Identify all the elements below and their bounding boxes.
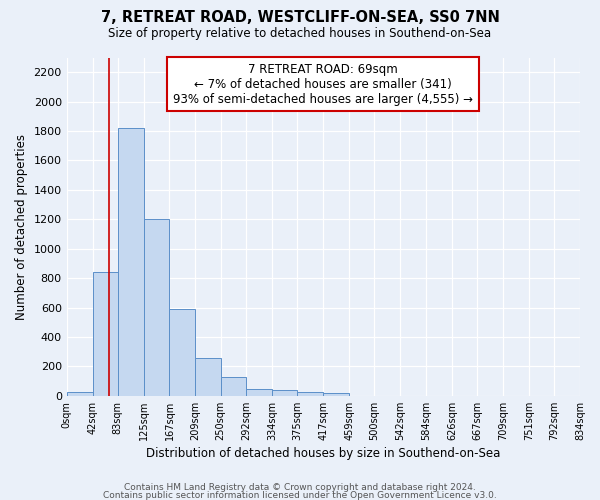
Bar (143, 220, 169, 396)
Bar (118, 128, 143, 396)
Text: Size of property relative to detached houses in Southend-on-Sea: Size of property relative to detached ho… (109, 28, 491, 40)
Text: 7, RETREAT ROAD, WESTCLIFF-ON-SEA, SS0 7NN: 7, RETREAT ROAD, WESTCLIFF-ON-SEA, SS0 7… (101, 10, 499, 25)
Text: 7 RETREAT ROAD: 69sqm
← 7% of detached houses are smaller (341)
93% of semi-deta: 7 RETREAT ROAD: 69sqm ← 7% of detached h… (173, 62, 473, 106)
Bar (196, 358, 221, 396)
Text: Contains HM Land Registry data © Crown copyright and database right 2024.: Contains HM Land Registry data © Crown c… (124, 484, 476, 492)
Bar (323, 393, 349, 396)
Bar (92, 272, 118, 396)
Bar (247, 389, 272, 396)
Y-axis label: Number of detached properties: Number of detached properties (15, 134, 28, 320)
Bar (67, 392, 92, 396)
Bar (221, 376, 247, 396)
Bar (298, 392, 323, 396)
Bar (272, 390, 298, 396)
X-axis label: Distribution of detached houses by size in Southend-on-Sea: Distribution of detached houses by size … (146, 447, 500, 460)
Bar (169, 309, 196, 396)
Text: Contains public sector information licensed under the Open Government Licence v3: Contains public sector information licen… (103, 490, 497, 500)
